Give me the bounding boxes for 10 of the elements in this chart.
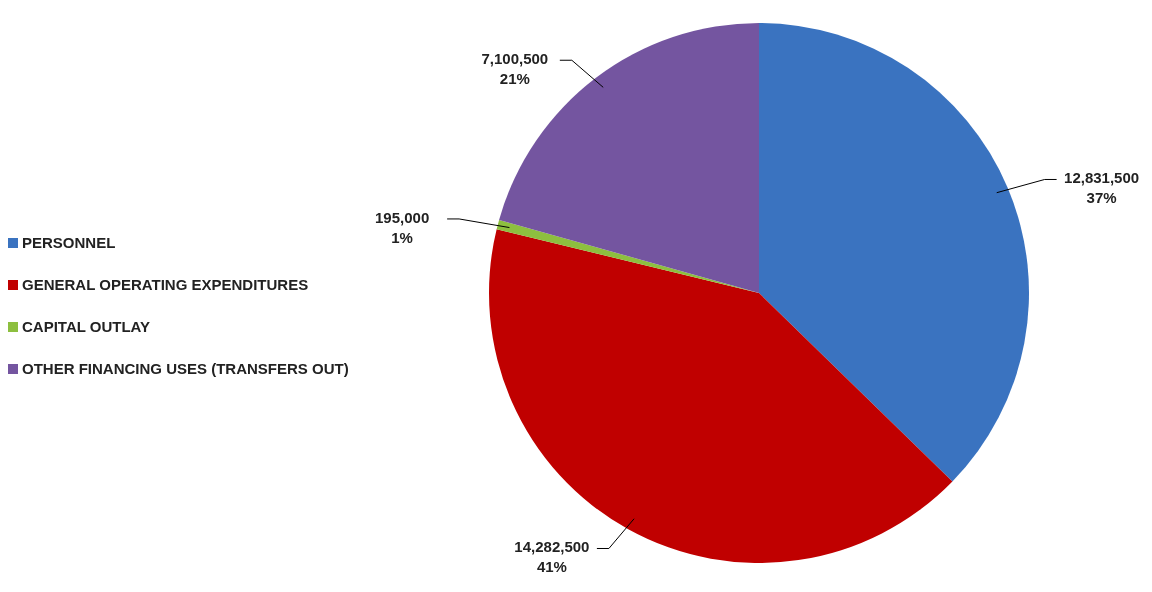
legend-label: OTHER FINANCING USES (TRANSFERS OUT) <box>22 359 349 379</box>
data-label: 12,831,500 37% <box>1064 169 1140 207</box>
legend-label: CAPITAL OUTLAY <box>22 317 151 337</box>
data-label: 14,282,500 41% <box>514 538 590 576</box>
pie-slice <box>489 229 953 563</box>
legend-label: PERSONNEL <box>22 233 116 253</box>
legend-label: GENERAL OPERATING EXPENDITURES <box>22 275 309 295</box>
data-label: 195,000 1% <box>375 208 430 246</box>
pie-slice <box>759 23 1029 482</box>
data-label: 7,100,500 21% <box>481 50 549 88</box>
